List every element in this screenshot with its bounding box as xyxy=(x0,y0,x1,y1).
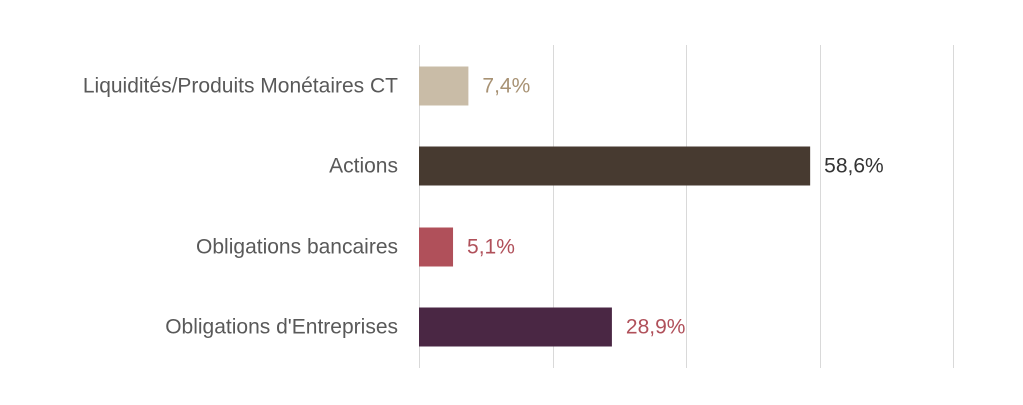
category-label-2: Obligations bancaires xyxy=(196,236,398,259)
category-label-0: Liquidités/Produits Monétaires CT xyxy=(83,75,398,98)
value-label-1: 58,6% xyxy=(824,155,884,178)
value-label-3: 28,9% xyxy=(626,316,686,339)
bar-2 xyxy=(419,227,454,267)
bar-0 xyxy=(419,66,469,106)
value-label-0: 7,4% xyxy=(482,75,530,98)
value-label-2: 5,1% xyxy=(467,236,515,259)
category-label-1: Actions xyxy=(329,155,398,178)
labels: Liquidités/Produits Monétaires CT 7,4% Act… xyxy=(83,75,884,339)
bar-1 xyxy=(419,146,811,186)
bars xyxy=(419,66,811,347)
category-label-3: Obligations d'Entreprises xyxy=(165,316,398,339)
bar-3 xyxy=(419,307,612,347)
